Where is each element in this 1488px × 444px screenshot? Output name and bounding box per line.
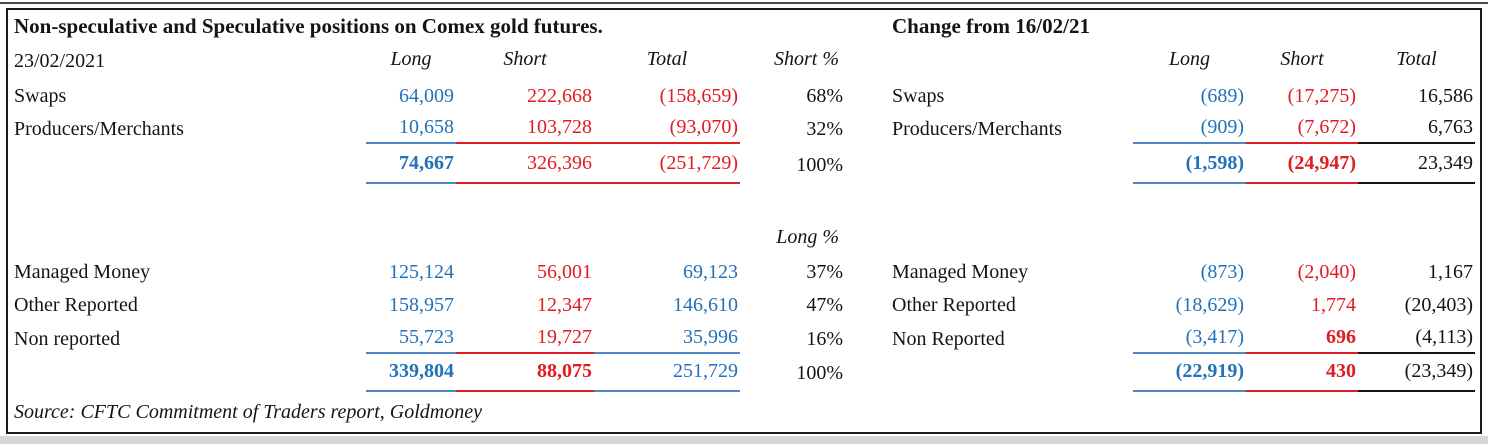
- right-producers-long: (909): [1133, 111, 1246, 144]
- right-row-label-producers: Producers/Merchants: [892, 118, 1062, 140]
- left-row-label-producers: Producers/Merchants: [14, 118, 184, 140]
- left-header-long: Long: [390, 48, 432, 70]
- positions-grid: Non-speculative and Speculative position…: [10, 10, 1480, 432]
- screenshot-top-edge-line: [0, 2, 1488, 4]
- left-header-total: Total: [646, 48, 688, 70]
- left-row-label-other-reported: Other Reported: [14, 294, 138, 316]
- left-top-total-pct: 100%: [796, 154, 843, 176]
- left-row-label-swaps: Swaps: [14, 85, 67, 107]
- left-producers-short-pct: 32%: [806, 118, 843, 140]
- left-row-label-non-reported: Non reported: [14, 328, 121, 350]
- left-other-long: 158,957: [389, 294, 454, 316]
- left-swaps-short-pct: 68%: [806, 85, 843, 107]
- right-header-total: Total: [1396, 48, 1437, 70]
- right-row-label-managed-money: Managed Money: [892, 261, 1029, 283]
- right-nonreported-long: (3,417): [1133, 320, 1246, 354]
- right-top-total-long: (1,598): [1133, 144, 1246, 184]
- left-swaps-total: (158,659): [659, 85, 738, 107]
- left-header-long-pct: Long %: [776, 226, 839, 248]
- screenshot-bottom-strip: [0, 436, 1488, 444]
- left-nonreported-total: 35,996: [594, 320, 740, 354]
- right-other-total: (20,403): [1404, 294, 1473, 316]
- left-managed-long-pct: 37%: [806, 261, 843, 283]
- left-swaps-long: 64,009: [399, 85, 454, 107]
- left-header-short: Short: [503, 48, 547, 70]
- left-top-total-total: (251,729): [594, 144, 740, 184]
- right-bottom-total-short: 430: [1246, 354, 1358, 392]
- left-nonreported-short: 19,727: [456, 320, 594, 354]
- left-header-short-pct: Short %: [774, 48, 839, 70]
- left-row-label-managed-money: Managed Money: [14, 261, 151, 283]
- right-managed-total: 1,167: [1428, 261, 1473, 283]
- right-row-label-other-reported: Other Reported: [892, 294, 1016, 316]
- left-swaps-short: 222,668: [527, 85, 592, 107]
- source-note: Source: CFTC Commitment of Traders repor…: [14, 401, 482, 423]
- right-bottom-total-total: (23,349): [1358, 354, 1475, 392]
- right-header-long: Long: [1168, 48, 1211, 70]
- left-top-total-short: 326,396: [456, 144, 594, 184]
- left-table-title: Non-speculative and Speculative position…: [14, 13, 603, 38]
- right-swaps-total: 16,586: [1418, 85, 1473, 107]
- right-top-total-total: 23,349: [1358, 144, 1475, 184]
- positions-table-frame: Non-speculative and Speculative position…: [6, 8, 1482, 434]
- left-producers-long: 10,658: [366, 111, 456, 144]
- left-managed-short: 56,001: [537, 261, 592, 283]
- left-bottom-total-short: 88,075: [456, 354, 594, 392]
- right-nonreported-short: 696: [1246, 320, 1358, 354]
- right-top-total-short: (24,947): [1246, 144, 1358, 184]
- right-other-short: 1,774: [1311, 294, 1356, 316]
- left-managed-long: 125,124: [389, 261, 454, 283]
- left-producers-total: (93,070): [594, 111, 740, 144]
- right-other-long: (18,629): [1175, 294, 1244, 316]
- right-swaps-short: (17,275): [1287, 85, 1356, 107]
- left-nonreported-long: 55,723: [366, 320, 456, 354]
- left-producers-short: 103,728: [456, 111, 594, 144]
- right-managed-short: (2,040): [1297, 261, 1356, 283]
- right-nonreported-total: (4,113): [1358, 320, 1475, 354]
- left-top-total-long: 74,667: [366, 144, 456, 184]
- right-row-label-non-reported: Non Reported: [892, 328, 1005, 350]
- right-managed-long: (873): [1200, 261, 1244, 283]
- left-other-total: 146,610: [673, 294, 738, 316]
- left-bottom-total-pct: 100%: [796, 362, 843, 384]
- left-bottom-total-long: 339,804: [366, 354, 456, 392]
- right-producers-short: (7,672): [1246, 111, 1358, 144]
- right-row-label-swaps: Swaps: [892, 85, 945, 107]
- right-bottom-total-long: (22,919): [1133, 354, 1246, 392]
- report-date: 23/02/2021: [14, 50, 106, 72]
- right-producers-total: 6,763: [1358, 111, 1475, 144]
- left-bottom-total-total: 251,729: [594, 354, 740, 392]
- left-other-short: 12,347: [537, 294, 592, 316]
- right-header-short: Short: [1280, 48, 1324, 70]
- left-managed-total: 69,123: [683, 261, 738, 283]
- left-nonreported-long-pct: 16%: [806, 328, 843, 350]
- right-swaps-long: (689): [1200, 85, 1244, 107]
- right-table-title: Change from 16/02/21: [892, 13, 1090, 38]
- left-other-long-pct: 47%: [806, 294, 843, 316]
